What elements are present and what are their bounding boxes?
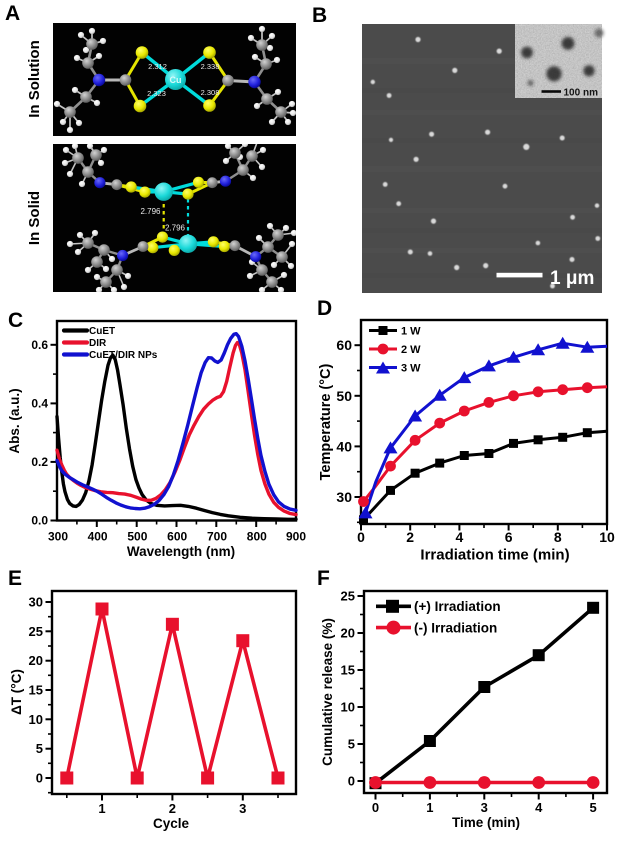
svg-text:2.338: 2.338: [201, 62, 220, 71]
svg-text:F: F: [317, 567, 330, 590]
svg-text:E: E: [8, 567, 22, 590]
svg-text:Cu: Cu: [170, 75, 182, 85]
svg-text:2.323: 2.323: [147, 89, 166, 98]
svg-text:60: 60: [336, 337, 352, 353]
svg-text:50: 50: [336, 388, 352, 404]
svg-text:15: 15: [29, 683, 43, 698]
svg-text:0.2: 0.2: [31, 455, 48, 469]
svg-text:800: 800: [247, 530, 267, 544]
svg-text:C: C: [8, 309, 23, 332]
svg-text:In Solution: In Solution: [26, 40, 43, 117]
svg-text:DIR: DIR: [89, 338, 107, 349]
svg-text:3: 3: [481, 800, 488, 815]
svg-text:0: 0: [357, 529, 365, 545]
svg-text:ΔT (°C): ΔT (°C): [9, 669, 24, 715]
svg-text:10: 10: [341, 700, 355, 715]
svg-text:2.312: 2.312: [148, 62, 167, 71]
svg-text:0: 0: [36, 771, 43, 786]
svg-text:1: 1: [426, 800, 433, 815]
svg-text:4: 4: [535, 800, 543, 815]
svg-text:1 W: 1 W: [401, 326, 421, 338]
svg-text:25: 25: [29, 624, 43, 639]
svg-text:4: 4: [456, 529, 464, 545]
svg-text:5: 5: [589, 800, 596, 815]
svg-text:30: 30: [336, 489, 352, 505]
svg-text:10: 10: [599, 529, 615, 545]
svg-text:20: 20: [29, 653, 43, 668]
svg-text:0.6: 0.6: [31, 338, 48, 352]
svg-text:Irradiation time (min): Irradiation time (min): [420, 547, 569, 564]
svg-text:A: A: [5, 2, 20, 25]
svg-text:Cumulative release (%): Cumulative release (%): [320, 618, 335, 766]
svg-text:3 W: 3 W: [401, 363, 421, 375]
svg-text:8: 8: [554, 529, 562, 545]
svg-text:In Solid: In Solid: [26, 191, 43, 245]
svg-text:30: 30: [29, 595, 43, 610]
svg-text:600: 600: [167, 530, 187, 544]
svg-text:0: 0: [372, 800, 379, 815]
svg-text:500: 500: [127, 530, 147, 544]
svg-text:0: 0: [348, 774, 355, 789]
svg-text:2 W: 2 W: [401, 344, 421, 356]
svg-text:300: 300: [48, 530, 68, 544]
svg-text:15: 15: [341, 663, 355, 678]
svg-text:(+) Irradiation: (+) Irradiation: [414, 599, 501, 614]
svg-text:2: 2: [169, 801, 176, 816]
svg-text:D: D: [317, 297, 332, 320]
svg-text:2.308: 2.308: [201, 88, 220, 97]
svg-text:2.796: 2.796: [165, 224, 186, 233]
svg-text:1: 1: [98, 801, 105, 816]
svg-text:40: 40: [336, 438, 352, 454]
svg-text:20: 20: [341, 626, 355, 641]
svg-text:400: 400: [88, 530, 108, 544]
svg-text:25: 25: [341, 589, 355, 604]
svg-text:Abs. (a.u.): Abs. (a.u.): [7, 388, 22, 453]
svg-text:2.796: 2.796: [140, 207, 161, 216]
svg-text:6: 6: [505, 529, 513, 545]
svg-text:1 μm: 1 μm: [550, 268, 594, 289]
svg-text:100 nm: 100 nm: [564, 88, 599, 99]
svg-text:5: 5: [36, 741, 43, 756]
svg-text:Temperature (°C): Temperature (°C): [318, 363, 334, 480]
svg-text:10: 10: [29, 712, 43, 727]
svg-text:Cycle: Cycle: [153, 816, 190, 831]
svg-text:2: 2: [406, 529, 414, 545]
svg-text:700: 700: [207, 530, 227, 544]
svg-text:B: B: [312, 4, 327, 27]
svg-text:(-) Irradiation: (-) Irradiation: [414, 621, 497, 636]
svg-text:CuET/DIR NPs: CuET/DIR NPs: [89, 350, 158, 361]
svg-text:Wavelength (nm): Wavelength (nm): [127, 544, 235, 559]
svg-text:0.4: 0.4: [31, 397, 48, 411]
svg-text:5: 5: [348, 737, 355, 752]
svg-text:Time (min): Time (min): [452, 815, 520, 830]
svg-text:CuET: CuET: [89, 326, 115, 337]
svg-text:3: 3: [239, 801, 246, 816]
svg-text:900: 900: [286, 530, 306, 544]
svg-text:0.0: 0.0: [31, 514, 48, 528]
